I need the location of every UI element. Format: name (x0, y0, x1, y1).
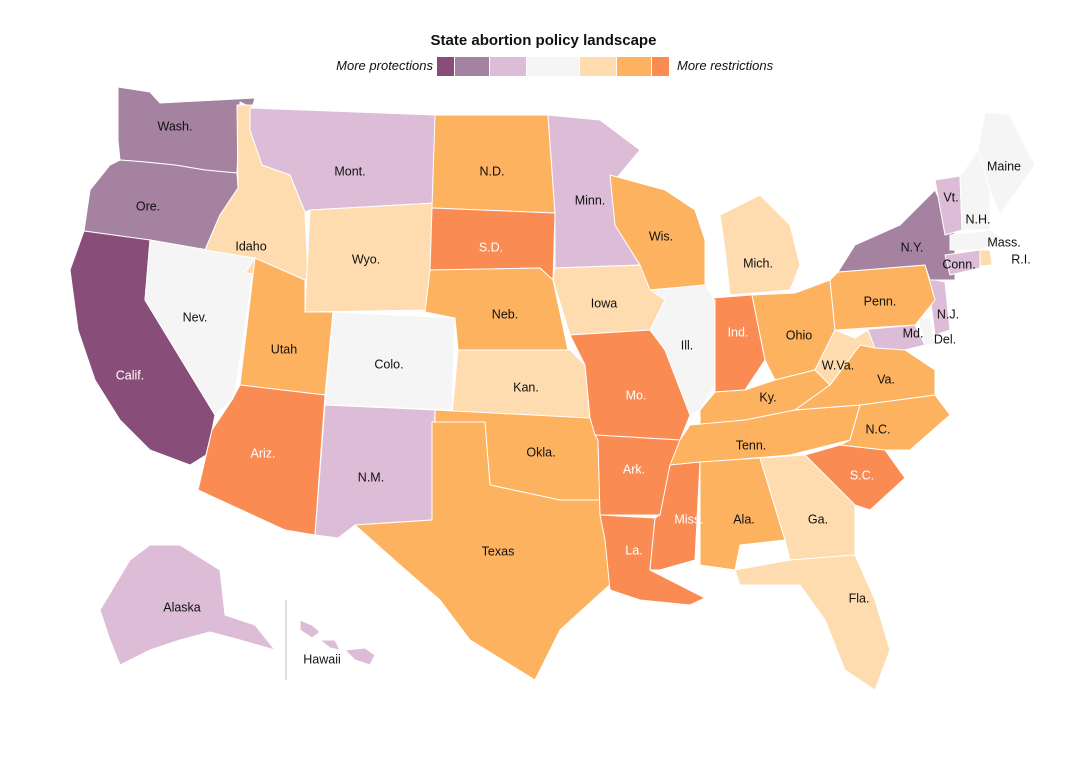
state-label-ore: Ore. (136, 199, 160, 213)
state-label-utah: Utah (271, 342, 297, 356)
state-label-idaho: Idaho (235, 239, 266, 253)
state-label-mont: Mont. (334, 164, 365, 178)
state-label-ala: Ala. (733, 512, 755, 526)
state-label-n-y: N.Y. (901, 240, 924, 254)
legend-swatch (527, 57, 580, 76)
state-r-i[interactable] (979, 249, 993, 267)
state-label-tenn: Tenn. (736, 438, 767, 452)
state-label-alaska: Alaska (163, 600, 201, 614)
state-conn[interactable] (944, 249, 981, 276)
state-label-ill: Ill. (681, 338, 694, 352)
state-label-r-i: R.I. (1011, 252, 1030, 266)
legend-swatch (437, 57, 455, 76)
state-label-vt: Vt. (943, 190, 958, 204)
state-fla[interactable] (734, 554, 891, 691)
state-mich[interactable] (719, 194, 801, 296)
state-label-n-h: N.H. (966, 212, 991, 226)
state-label-wis: Wis. (649, 229, 673, 243)
state-label-wyo: Wyo. (352, 252, 380, 266)
legend-swatch (455, 57, 490, 76)
state-label-s-c: S.C. (850, 468, 874, 482)
state-label-penn: Penn. (864, 294, 897, 308)
state-alaska[interactable] (99, 544, 276, 666)
state-label-kan: Kan. (513, 380, 539, 394)
legend-swatch (652, 57, 670, 76)
state-label-mich: Mich. (743, 256, 773, 270)
state-label-wash: Wash. (158, 119, 193, 133)
state-texas[interactable] (354, 421, 616, 681)
state-label-minn: Minn. (575, 193, 606, 207)
legend-swatch (490, 57, 527, 76)
state-n-j[interactable] (927, 277, 951, 336)
state-label-conn: Conn. (942, 257, 975, 271)
state-label-mass: Mass. (987, 235, 1020, 249)
state-label-la: La. (625, 543, 642, 557)
state-label-ark: Ark. (623, 462, 645, 476)
state-label-maine: Maine (987, 159, 1021, 173)
legend-swatches (437, 57, 670, 76)
state-maine[interactable] (977, 111, 1036, 216)
map-title: State abortion policy landscape (430, 32, 657, 49)
state-ill[interactable] (649, 284, 716, 416)
legend-swatch (617, 57, 652, 76)
state-label-s-d: S.D. (479, 240, 503, 254)
legend-swatch (580, 57, 617, 76)
state-mass[interactable] (949, 229, 1006, 251)
state-label-md: Md. (903, 326, 924, 340)
state-label-ohio: Ohio (786, 328, 812, 342)
state-label-calif: Calif. (116, 368, 144, 382)
state-label-fla: Fla. (849, 591, 870, 605)
state-ariz[interactable] (197, 384, 326, 536)
state-label-colo: Colo. (374, 357, 403, 371)
state-n-y[interactable] (837, 189, 956, 281)
state-label-iowa: Iowa (591, 296, 617, 310)
state-label-okla: Okla. (526, 445, 555, 459)
state-label-ga: Ga. (808, 512, 828, 526)
state-label-nev: Nev. (183, 310, 208, 324)
state-label-hawaii: Hawaii (303, 652, 341, 666)
state-label-w-va: W.Va. (822, 358, 854, 372)
state-label-ariz: Ariz. (251, 446, 276, 460)
state-del[interactable] (917, 317, 936, 346)
legend: More protections More restrictions (0, 57, 1087, 77)
state-label-neb: Neb. (492, 307, 518, 321)
legend-left-label: More protections (336, 58, 433, 73)
state-label-texas: Texas (482, 544, 515, 558)
state-label-ky: Ky. (759, 390, 776, 404)
state-n-h[interactable] (959, 149, 991, 231)
state-label-n-j: N.J. (937, 307, 959, 321)
state-label-del: Del. (934, 332, 956, 346)
state-label-n-d: N.D. (480, 164, 505, 178)
state-label-n-m: N.M. (358, 470, 384, 484)
state-label-n-c: N.C. (866, 422, 891, 436)
legend-right-label: More restrictions (677, 58, 774, 73)
state-label-va: Va. (877, 372, 895, 386)
state-miss[interactable] (649, 461, 701, 571)
state-label-miss: Miss. (674, 512, 703, 526)
state-hawaii[interactable] (299, 619, 376, 666)
state-label-mo: Mo. (626, 388, 647, 402)
state-label-ind: Ind. (728, 325, 749, 339)
